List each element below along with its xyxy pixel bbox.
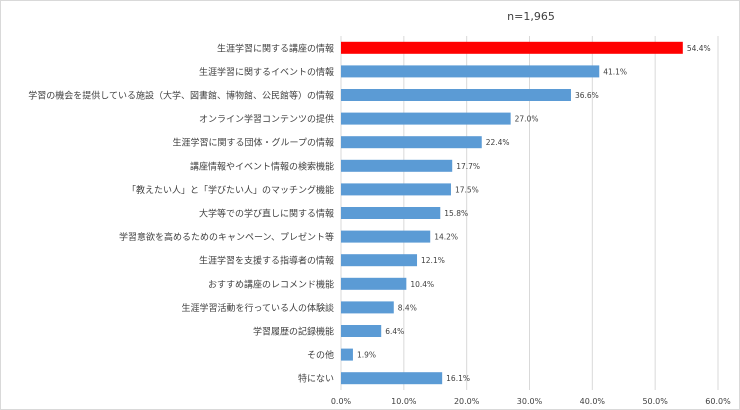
value-label: 8.4% — [398, 303, 417, 312]
category-label: 生涯学習活動を行っている人の体験談 — [181, 302, 334, 314]
category-label: オンライン学習コンテンツの提供 — [199, 113, 334, 125]
bar — [341, 41, 683, 54]
value-label: 12.1% — [421, 256, 445, 265]
value-label: 1.9% — [357, 351, 376, 360]
value-label: 6.4% — [385, 327, 404, 336]
value-label: 14.2% — [434, 233, 458, 242]
bar — [341, 325, 382, 337]
bar — [341, 372, 443, 385]
category-label: 生涯学習を支援する指導者の情報 — [199, 255, 334, 267]
x-tick-label: 10.0% — [391, 397, 417, 406]
chart-title: n=1,965 — [507, 10, 555, 23]
value-labels: 54.4% 41.1% 36.6% 27.0% 22.4% 17.7% 17.5% 15.8%… — [357, 44, 711, 383]
x-tick-label: 40.0% — [580, 397, 606, 406]
category-label: おすすめ講座のレコメンド機能 — [208, 278, 334, 290]
category-label: その他 — [307, 349, 334, 361]
value-label: 17.5% — [455, 185, 479, 194]
category-label: 生涯学習に関する団体・グループの情報 — [173, 137, 334, 149]
x-tick-label: 20.0% — [454, 397, 480, 406]
category-label: 大学等での学び直しに関する情報 — [199, 208, 334, 220]
bar — [341, 65, 600, 78]
category-labels: 生涯学習に関する講座の情報生涯学習に関するイベントの情報学習の機会を提供している… — [28, 42, 334, 384]
value-label: 15.8% — [444, 209, 468, 218]
x-tick-label: 0.0% — [331, 397, 352, 406]
value-label: 16.1% — [446, 374, 470, 383]
category-label: 「教えたい人」と「学びたい人」のマッチング機能 — [127, 184, 334, 196]
bar — [341, 183, 451, 196]
bar — [341, 136, 482, 149]
value-label: 17.7% — [456, 162, 480, 171]
category-label: 講座情報やイベント情報の検索機能 — [190, 160, 334, 172]
category-label: 特にない — [298, 373, 334, 385]
bar — [341, 348, 353, 361]
value-label: 22.4% — [486, 138, 510, 147]
category-label: 学習履歴の記録機能 — [253, 326, 334, 338]
bar — [341, 159, 453, 172]
x-axis-ticks: 0.0% 10.0% 20.0% 30.0% 40.0% 50.0% 60.0% — [331, 397, 731, 406]
bar — [341, 89, 571, 101]
value-label: 41.1% — [603, 67, 627, 76]
value-label: 10.4% — [410, 280, 434, 289]
category-label: 生涯学習に関する講座の情報 — [217, 42, 334, 54]
value-label: 27.0% — [515, 115, 539, 124]
category-label: 生涯学習に関するイベントの情報 — [199, 66, 334, 78]
x-tick-label: 60.0% — [705, 397, 731, 406]
x-tick-label: 30.0% — [517, 397, 543, 406]
bar — [341, 112, 511, 125]
value-label: 54.4% — [687, 44, 711, 53]
bar — [341, 230, 431, 243]
x-tick-label: 50.0% — [642, 397, 668, 406]
bar — [341, 254, 418, 267]
bar — [341, 207, 441, 219]
value-label: 36.6% — [575, 91, 599, 100]
bars — [341, 41, 683, 385]
bar — [341, 301, 394, 314]
category-label: 学習意欲を高めるためのキャンペーン、プレゼント等 — [119, 231, 334, 243]
category-label: 学習の機会を提供している施設（大学、図書館、博物館、公民館等）の情報 — [28, 90, 334, 102]
bar — [341, 277, 407, 290]
